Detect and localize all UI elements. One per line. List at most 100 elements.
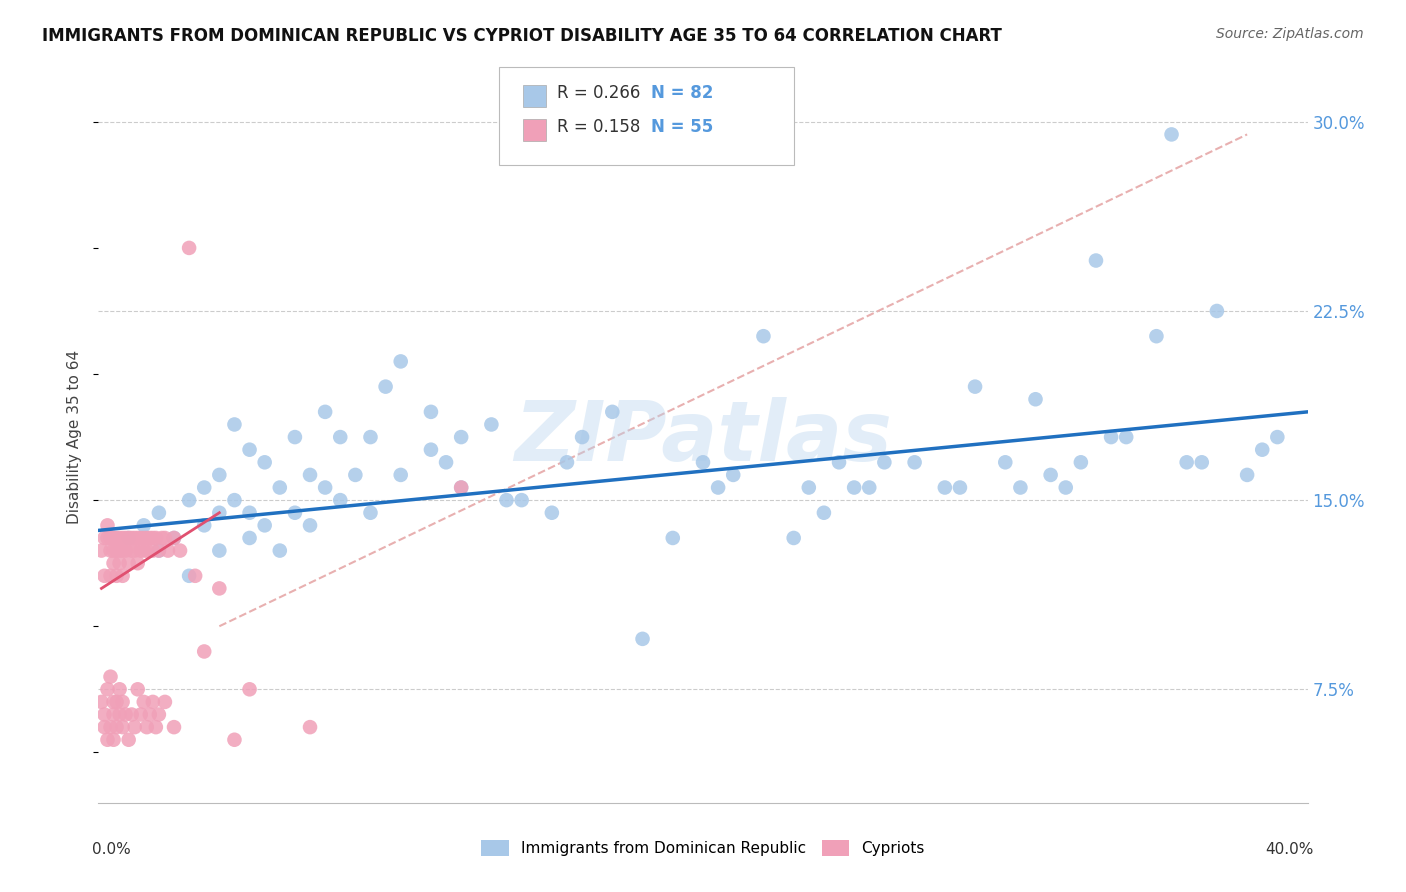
Text: 0.0%: 0.0%	[93, 842, 131, 857]
Point	[100, 569, 122, 583]
Point	[224, 493, 246, 508]
Point	[299, 467, 322, 482]
Point	[994, 455, 1017, 469]
Point	[1144, 329, 1167, 343]
Point	[114, 543, 136, 558]
Point	[93, 707, 115, 722]
Point	[1267, 430, 1289, 444]
Point	[129, 707, 152, 722]
Point	[179, 569, 201, 583]
Point	[239, 442, 262, 457]
Point	[111, 720, 134, 734]
Point	[118, 531, 141, 545]
Point	[135, 531, 157, 545]
Point	[132, 531, 155, 545]
Point	[239, 531, 262, 545]
Point	[139, 531, 162, 545]
Point	[129, 543, 152, 558]
Point	[111, 569, 134, 583]
Point	[828, 455, 851, 469]
Point	[450, 481, 472, 495]
Point	[132, 518, 155, 533]
Point	[121, 531, 143, 545]
Legend: Immigrants from Dominican Republic, Cypriots: Immigrants from Dominican Republic, Cypr…	[477, 836, 929, 861]
Point	[450, 430, 472, 444]
Point	[540, 506, 562, 520]
Point	[224, 732, 246, 747]
Point	[93, 569, 115, 583]
Point	[142, 531, 165, 545]
Text: ZIPatlas: ZIPatlas	[515, 397, 891, 477]
Point	[208, 467, 231, 482]
Point	[105, 720, 128, 734]
Point	[105, 569, 128, 583]
Text: 40.0%: 40.0%	[1265, 842, 1313, 857]
Point	[103, 531, 125, 545]
Text: R = 0.266: R = 0.266	[557, 84, 640, 103]
Y-axis label: Disability Age 35 to 64: Disability Age 35 to 64	[67, 350, 83, 524]
Point	[374, 379, 396, 393]
Point	[1236, 467, 1258, 482]
Point	[121, 543, 143, 558]
Point	[145, 720, 167, 734]
Point	[132, 543, 155, 558]
Point	[299, 720, 322, 734]
Point	[253, 518, 276, 533]
Point	[145, 531, 167, 545]
Point	[1099, 430, 1122, 444]
Point	[299, 518, 322, 533]
Point	[1085, 253, 1108, 268]
Point	[1251, 442, 1274, 457]
Point	[163, 531, 186, 545]
Point	[118, 556, 141, 570]
Point	[121, 707, 143, 722]
Point	[723, 467, 745, 482]
Point	[111, 543, 134, 558]
Point	[103, 732, 125, 747]
Point	[495, 493, 517, 508]
Point	[108, 707, 131, 722]
Point	[135, 720, 157, 734]
Point	[1160, 128, 1182, 142]
Point	[108, 531, 131, 545]
Point	[127, 531, 149, 545]
Point	[797, 481, 820, 495]
Point	[127, 682, 149, 697]
Point	[139, 707, 162, 722]
Text: IMMIGRANTS FROM DOMINICAN REPUBLIC VS CYPRIOT DISABILITY AGE 35 TO 64 CORRELATIO: IMMIGRANTS FROM DOMINICAN REPUBLIC VS CY…	[42, 27, 1002, 45]
Point	[344, 467, 367, 482]
Text: Source: ZipAtlas.com: Source: ZipAtlas.com	[1216, 27, 1364, 41]
Point	[150, 531, 173, 545]
Point	[481, 417, 503, 432]
Point	[179, 493, 201, 508]
Point	[707, 481, 730, 495]
Point	[571, 430, 593, 444]
Point	[148, 707, 170, 722]
Point	[100, 531, 122, 545]
Point	[118, 732, 141, 747]
Point	[949, 481, 972, 495]
Point	[314, 481, 336, 495]
Point	[329, 430, 352, 444]
Point	[93, 531, 115, 545]
Point	[783, 531, 806, 545]
Point	[132, 695, 155, 709]
Point	[752, 329, 775, 343]
Point	[169, 543, 191, 558]
Point	[100, 543, 122, 558]
Point	[111, 531, 134, 545]
Point	[153, 531, 176, 545]
Point	[103, 531, 125, 545]
Text: R = 0.158: R = 0.158	[557, 118, 640, 136]
Point	[108, 556, 131, 570]
Point	[844, 481, 866, 495]
Point	[103, 695, 125, 709]
Point	[329, 493, 352, 508]
Point	[389, 467, 412, 482]
Point	[148, 506, 170, 520]
Point	[124, 531, 146, 545]
Point	[858, 481, 880, 495]
Point	[1115, 430, 1137, 444]
Point	[208, 582, 231, 596]
Point	[163, 720, 186, 734]
